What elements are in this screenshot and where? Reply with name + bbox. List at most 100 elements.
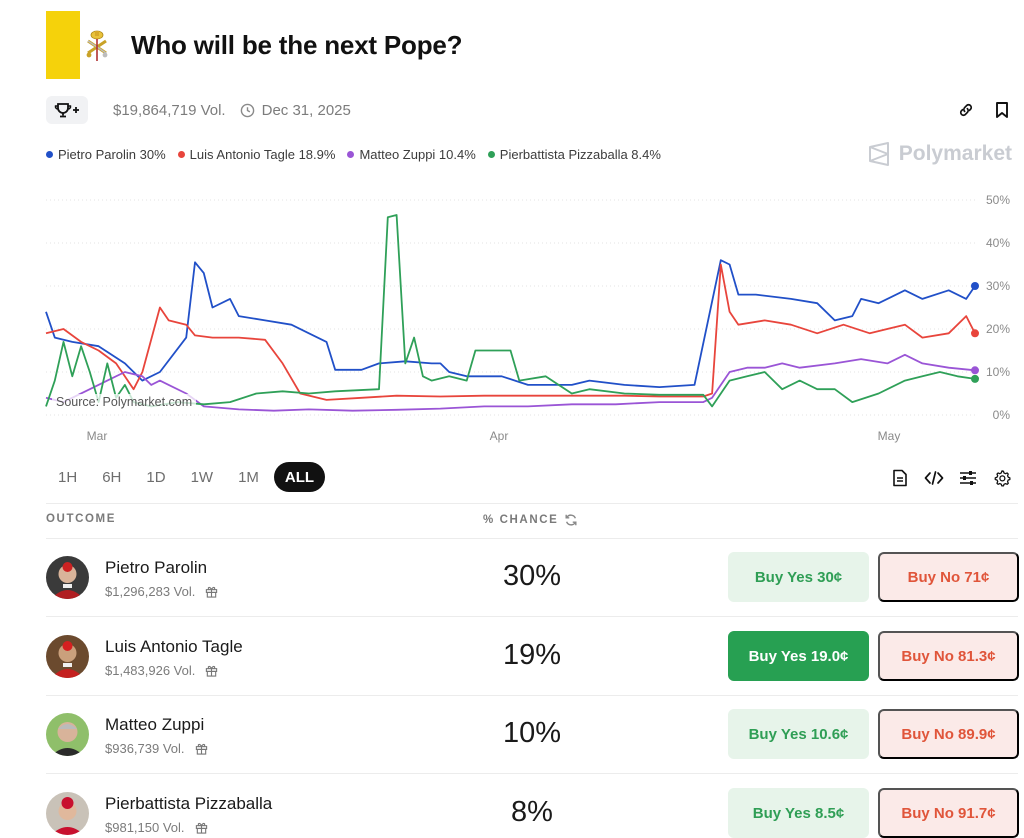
divider: [46, 616, 1018, 617]
series-end-marker: [971, 329, 979, 338]
outcome-volume: $1,296,283 Vol.: [105, 584, 218, 599]
range-1d-button[interactable]: 1D: [146, 468, 166, 486]
legend-dot: [347, 151, 355, 158]
clock-icon: [240, 103, 255, 118]
series-line: [45, 214, 976, 408]
market-title: Who will be the next Pope?: [131, 29, 463, 60]
legend-label: Pierbattista Pizzaballa 8.4%: [499, 147, 661, 162]
outcome-name: Luis Antonio Tagle: [105, 637, 243, 656]
outcome-volume-text: $936,739 Vol.: [105, 741, 185, 756]
outcome-volume: $936,739 Vol.: [105, 741, 208, 756]
outcome-row[interactable]: Luis Antonio Tagle $1,483,926 Vol. 19% B…: [46, 617, 1019, 695]
legend-label: Matteo Zuppi 10.4%: [359, 147, 476, 162]
series-line: [45, 353, 976, 412]
market-end-date: Dec 31, 2025: [261, 101, 351, 119]
legend-item: Matteo Zuppi 10.4%: [347, 147, 476, 162]
buy-yes-button[interactable]: Buy Yes 8.5¢: [728, 788, 869, 838]
outcome-chance: 19%: [502, 639, 562, 671]
avatar: [46, 792, 89, 835]
divider: [46, 538, 1018, 539]
chart-tools: [890, 468, 1012, 488]
buy-yes-button[interactable]: Buy Yes 19.0¢: [728, 631, 869, 681]
divider: [46, 503, 1018, 504]
series-line: [45, 263, 976, 401]
papal-emblem-icon: [86, 30, 108, 61]
polymarket-watermark: Polymarket: [867, 142, 1012, 166]
legend-label: Luis Antonio Tagle 18.9%: [189, 147, 336, 162]
y-tick-label: 0%: [993, 408, 1011, 422]
brand-name: Polymarket: [898, 142, 1012, 165]
x-tick-label: Apr: [490, 429, 509, 443]
outcome-volume-text: $981,150 Vol.: [105, 820, 185, 835]
series-end-marker: [971, 366, 979, 375]
gift-icon[interactable]: [195, 821, 208, 834]
legend-dot: [177, 151, 185, 158]
x-tick-label: May: [878, 429, 901, 443]
sliders-icon[interactable]: [958, 468, 978, 488]
bookmark-icon[interactable]: [992, 100, 1012, 120]
range-6h-button[interactable]: 6H: [102, 468, 122, 486]
time-range-selector: 1H 6H 1D 1W 1M ALL: [48, 462, 330, 492]
outcome-name: Pierbattista Pizzaballa: [105, 794, 273, 813]
buy-yes-button[interactable]: Buy Yes 10.6¢: [728, 709, 869, 759]
outcome-chance: 8%: [511, 796, 553, 828]
range-1w-button[interactable]: 1W: [190, 468, 214, 486]
embed-code-icon[interactable]: [924, 468, 944, 488]
outcome-name: Matteo Zuppi: [105, 715, 205, 734]
y-tick-label: 20%: [986, 322, 1010, 336]
buy-no-button[interactable]: Buy No 81.3¢: [878, 631, 1019, 681]
col-chance-label: % CHANCE: [483, 514, 559, 526]
divider: [46, 773, 1018, 774]
series-end-marker: [971, 282, 979, 290]
y-tick-label: 30%: [986, 279, 1010, 293]
outcome-row[interactable]: Pietro Parolin $1,296,283 Vol. 30% Buy Y…: [46, 538, 1019, 616]
outcome-row[interactable]: Pierbattista Pizzaballa $981,150 Vol. 8%…: [46, 774, 1019, 838]
market-meta: $19,864,719 Vol. Dec 31, 2025: [46, 96, 351, 124]
series-line: [45, 259, 976, 389]
buy-no-button[interactable]: Buy No 91.7¢: [878, 788, 1019, 838]
outcome-chance: 30%: [502, 560, 562, 592]
document-icon[interactable]: [890, 468, 910, 488]
market-volume: $19,864,719 Vol.: [113, 101, 226, 119]
range-1h-button[interactable]: 1H: [58, 468, 78, 486]
avatar: [46, 635, 89, 678]
refresh-icon[interactable]: [564, 513, 578, 527]
buy-no-button[interactable]: Buy No 71¢: [878, 552, 1019, 602]
legend-dot: [46, 151, 53, 158]
avatar: [46, 713, 89, 756]
gift-icon[interactable]: [195, 742, 208, 755]
top-actions: [956, 100, 1012, 120]
trophy-plus-button[interactable]: [46, 96, 88, 124]
outcome-volume: $1,483,926 Vol.: [105, 663, 218, 678]
link-icon[interactable]: [956, 100, 976, 120]
legend-label: Pietro Parolin 30%: [58, 147, 166, 162]
outcome-volume-text: $1,483,926 Vol.: [105, 663, 196, 678]
legend-dot: [487, 151, 495, 158]
legend-item: Pietro Parolin 30%: [46, 147, 166, 162]
range-1m-button[interactable]: 1M: [238, 468, 259, 486]
col-chance-header: % CHANCE: [483, 513, 578, 527]
legend-item: Pierbattista Pizzaballa 8.4%: [487, 147, 661, 162]
avatar: [46, 556, 89, 599]
buy-yes-button[interactable]: Buy Yes 30¢: [728, 552, 869, 602]
chart-source-label: Source: Polymarket.com: [52, 394, 197, 410]
gift-icon[interactable]: [205, 664, 218, 677]
outcome-volume-text: $1,296,283 Vol.: [105, 584, 196, 599]
trophy-plus-icon: [54, 103, 79, 118]
series-end-marker: [971, 374, 979, 383]
buy-no-button[interactable]: Buy No 89.9¢: [878, 709, 1019, 759]
market-image: [46, 11, 108, 79]
outcome-name: Pietro Parolin: [105, 558, 208, 577]
price-history-chart[interactable]: 50% 40% 30% 20% 10% 0% Mar Apr May: [0, 185, 1024, 450]
outcome-chance: 10%: [502, 717, 562, 749]
outcome-volume: $981,150 Vol.: [105, 820, 208, 835]
outcome-row[interactable]: Matteo Zuppi $936,739 Vol. 10% Buy Yes 1…: [46, 695, 1019, 773]
y-tick-label: 40%: [986, 236, 1010, 250]
y-tick-label: 10%: [986, 365, 1010, 379]
gift-icon[interactable]: [205, 585, 218, 598]
range-all-button[interactable]: ALL: [273, 462, 326, 492]
market-header: Who will be the next Pope?: [46, 11, 463, 79]
settings-gear-icon[interactable]: [992, 468, 1012, 488]
col-outcome-header: OUTCOME: [46, 513, 116, 525]
chart-legend: Pietro Parolin 30% Luis Antonio Tagle 18…: [46, 147, 673, 162]
